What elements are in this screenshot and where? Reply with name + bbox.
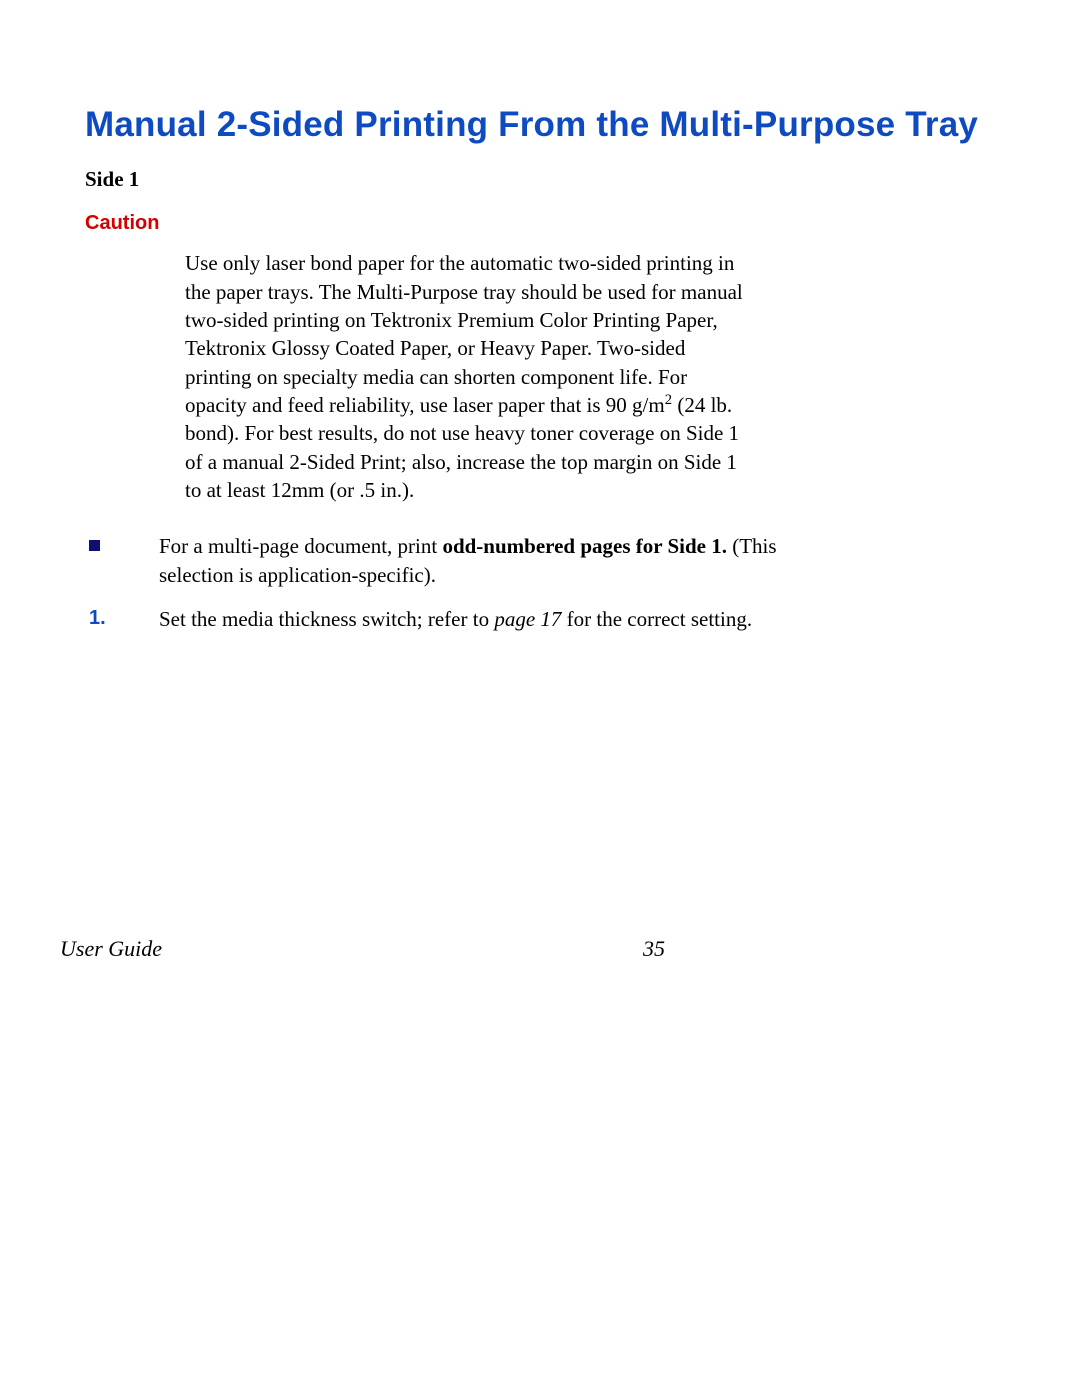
side-label: Side 1 bbox=[85, 167, 1000, 192]
page-footer: User Guide 35 bbox=[60, 936, 665, 962]
step-marker-col: 1. bbox=[85, 605, 159, 630]
page-reference: page 17 bbox=[494, 607, 561, 631]
step-pre: Set the media thickness switch; refer to bbox=[159, 607, 494, 631]
caution-text-pre: Use only laser bond paper for the automa… bbox=[185, 251, 743, 417]
square-bullet-icon bbox=[89, 540, 100, 551]
caution-body: Use only laser bond paper for the automa… bbox=[185, 249, 745, 504]
numbered-step: 1. Set the media thickness switch; refer… bbox=[85, 605, 1000, 633]
step-post: for the correct setting. bbox=[561, 607, 752, 631]
step-number: 1. bbox=[89, 607, 106, 630]
bullet-pre: For a multi-page document, print bbox=[159, 534, 442, 558]
bullet-item: For a multi-page document, print odd-num… bbox=[85, 532, 1000, 589]
section-heading: Manual 2-Sided Printing From the Multi-P… bbox=[85, 105, 1000, 145]
document-page: Manual 2-Sided Printing From the Multi-P… bbox=[0, 0, 1080, 1397]
footer-title: User Guide bbox=[60, 936, 162, 962]
bullet-text: For a multi-page document, print odd-num… bbox=[159, 532, 779, 589]
superscript: 2 bbox=[665, 392, 672, 408]
caution-label: Caution bbox=[85, 212, 1000, 235]
bullet-marker-col bbox=[85, 532, 159, 556]
bullet-bold: odd-numbered pages for Side 1. bbox=[442, 534, 727, 558]
step-text: Set the media thickness switch; refer to… bbox=[159, 605, 752, 633]
footer-page-number: 35 bbox=[643, 936, 665, 962]
